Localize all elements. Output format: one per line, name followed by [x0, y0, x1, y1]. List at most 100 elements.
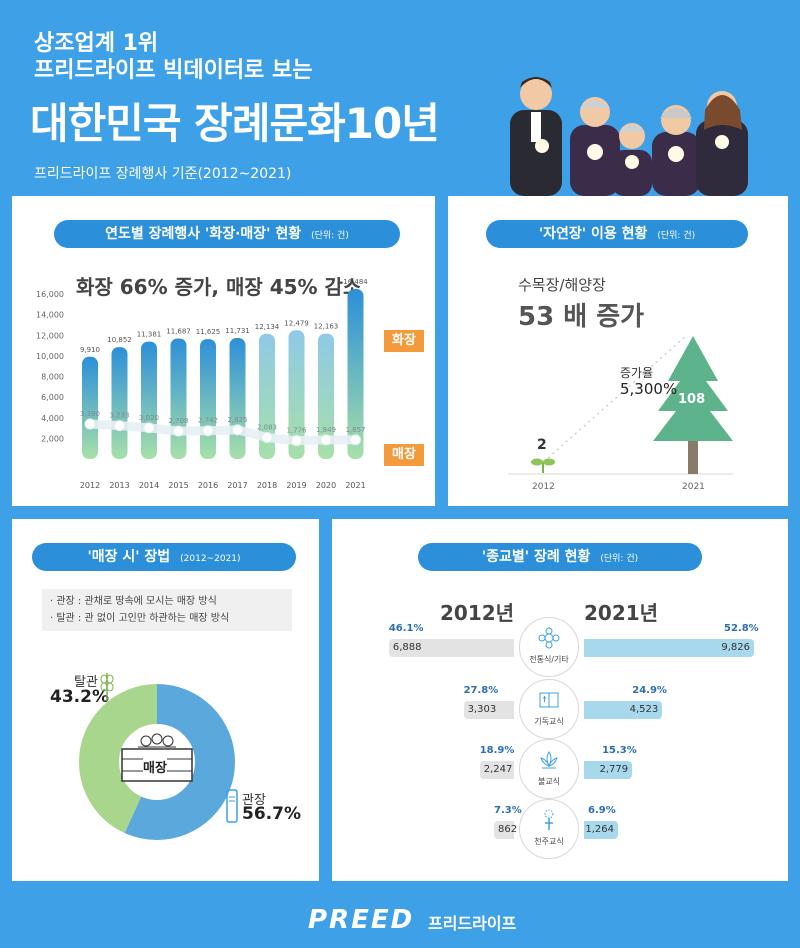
burial-value-label: 1,857 — [345, 426, 365, 434]
cremation-value-label: 11,687 — [166, 327, 191, 335]
definition-talgwan: · 탈관 : 관 없이 고인만 하관하는 매장 방식 — [50, 613, 230, 624]
x-tick-label: 2015 — [168, 481, 188, 490]
value-2021: 108 — [678, 392, 706, 407]
religion-bar-2021: 1,264 — [584, 821, 618, 839]
cremation-bar — [200, 339, 216, 459]
talgwan-label: 탈관 — [74, 675, 98, 690]
cremation-value-label: 12,134 — [255, 323, 280, 331]
header-tagline: 상조업계 1위 프리드라이프 빅데이터로 보는 — [34, 30, 312, 84]
cremation-value-label: 10,852 — [107, 336, 132, 344]
religion-pct-2012: 18.9% — [479, 745, 515, 756]
cremation-bar — [318, 333, 334, 459]
religion-unit: (단위: 건) — [600, 554, 639, 564]
religion-bar-2021: 4,523 — [584, 701, 663, 719]
white-flowers — [535, 135, 729, 169]
burial-point — [320, 434, 332, 446]
religion-label: 기독교식 — [534, 717, 564, 726]
x-tick-label: 2020 — [316, 481, 336, 490]
rate-value: 5,300% — [620, 380, 678, 398]
year-left-heading: 2012년 — [440, 601, 515, 625]
burial-value-label: 3,390 — [80, 410, 100, 418]
religion-bar-2021: 9,826 — [584, 639, 754, 657]
religion-bar-2012: 3,303 — [463, 701, 514, 719]
sprout-icon — [531, 458, 555, 473]
lotus-icon: 불교식 — [519, 739, 579, 799]
x-tick-label: 2012 — [80, 481, 100, 490]
brand-logo: PREED — [308, 905, 415, 935]
burial-value-label: 2,083 — [257, 424, 277, 432]
natural-burial-subtitle: 수목장/해양장 — [518, 276, 606, 294]
burial-method-title: '매장 시' 장법 — [87, 549, 171, 565]
religion-bar-2021: 2,779 — [584, 761, 633, 779]
x-tick-label: 2018 — [257, 481, 277, 490]
woman-figure — [696, 91, 748, 196]
cremation-value-label: 11,381 — [137, 331, 162, 339]
natural-burial-headline: 53 배 증가 — [518, 302, 645, 332]
religion-bar-2012: 6,888 — [388, 639, 514, 657]
natural-burial-unit: (단위: 건) — [657, 231, 696, 241]
value-2012: 2 — [537, 437, 547, 453]
family-illustration — [510, 77, 748, 196]
burial-point — [114, 420, 125, 432]
cremation-value-label: 16,484 — [343, 278, 368, 286]
bible-cross-icon: 기독교식 — [519, 679, 579, 739]
burial-method-period: (2012~2021) — [180, 554, 241, 564]
religion-label: 불교식 — [537, 777, 561, 786]
y-tick-label: 8,000 — [41, 373, 64, 382]
y-tick-label: 16,000 — [36, 290, 64, 299]
religion-pct-2012: 7.3% — [494, 805, 522, 816]
casket-icon — [226, 789, 238, 823]
burial-point — [84, 418, 96, 430]
x-tick-label: 2014 — [139, 481, 159, 490]
religion-pct-2021: 6.9% — [588, 805, 616, 816]
cremation-bar — [82, 356, 98, 459]
religion-pct-2012: 27.8% — [463, 685, 499, 696]
cremation-burial-title-pill: 연도별 장례행사 '화장·매장' 현황 (단위: 건) — [54, 220, 400, 248]
cremation-burial-unit: (단위: 건) — [311, 231, 349, 241]
religion-bar-2012: 2,247 — [479, 761, 514, 779]
burial-point — [261, 432, 273, 444]
year-2021: 2021 — [682, 482, 705, 492]
cremation-burial-headline: 화장 66% 증가, 매장 45% 감소 — [76, 275, 362, 299]
religion-title-pill: '종교별' 장례 현황 (단위: 건) — [418, 543, 702, 571]
definition-gwanjang: · 관장 : 관채로 땅속에 모시는 매장 방식 — [50, 596, 217, 607]
y-tick-label: 14,000 — [36, 311, 64, 320]
religion-title: '종교별' 장례 현황 — [481, 549, 591, 565]
cremation-burial-title: 연도별 장례행사 '화장·매장' 현황 — [105, 226, 302, 242]
burial-value-label: 3,020 — [139, 414, 159, 422]
religion-bar-2012: 862 — [494, 821, 517, 839]
rate-label: 증가율 — [620, 366, 654, 380]
natural-burial-title: '자연장' 이용 현황 — [538, 226, 648, 242]
x-tick-label: 2019 — [286, 481, 306, 490]
cremation-bar — [141, 341, 157, 459]
page-title: 대한민국 장례문화10년 — [30, 99, 440, 148]
religion-pct-2021: 15.3% — [602, 745, 637, 756]
cremation-bar — [347, 289, 364, 459]
y-tick-label: 4,000 — [41, 414, 64, 423]
religion-label: 전통식/기타 — [529, 655, 569, 664]
wheat-icon — [100, 673, 114, 701]
brand-name: 프리드라이프 — [428, 914, 517, 933]
burial-point — [143, 422, 155, 434]
tree-icon — [653, 336, 733, 474]
cremation-value-label: 9,910 — [80, 346, 100, 354]
burial-method-panel: '매장 시' 장법 (2012~2021) · 관장 : 관채로 땅속에 모시는 … — [12, 519, 319, 881]
y-tick-label: 10,000 — [36, 352, 64, 361]
cremation-value-label: 11,731 — [225, 327, 250, 335]
religion-pct-2021: 24.9% — [632, 685, 667, 696]
religion-label: 천주교식 — [534, 837, 564, 846]
burial-method-donut — [79, 684, 235, 840]
cremation-bar — [259, 333, 275, 459]
header-line1: 상조업계 1위 — [34, 31, 159, 56]
cremation-tag: 화장 — [384, 330, 424, 352]
header-line2: 프리드라이프 빅데이터로 보는 — [34, 58, 313, 83]
religion-pct-2021: 52.8% — [724, 623, 759, 634]
burial-method-title-pill: '매장 시' 장법 (2012~2021) — [32, 543, 296, 571]
grandma-figure — [652, 105, 700, 196]
lotus-flower-icon: 전통식/기타 — [519, 617, 579, 677]
x-tick-label: 2017 — [227, 481, 247, 490]
growth-illustration — [508, 335, 733, 475]
natural-burial-title-pill: '자연장' 이용 현황 (단위: 건) — [486, 220, 748, 248]
donut-center-label: 매장 — [143, 757, 167, 776]
burial-point — [232, 424, 243, 436]
